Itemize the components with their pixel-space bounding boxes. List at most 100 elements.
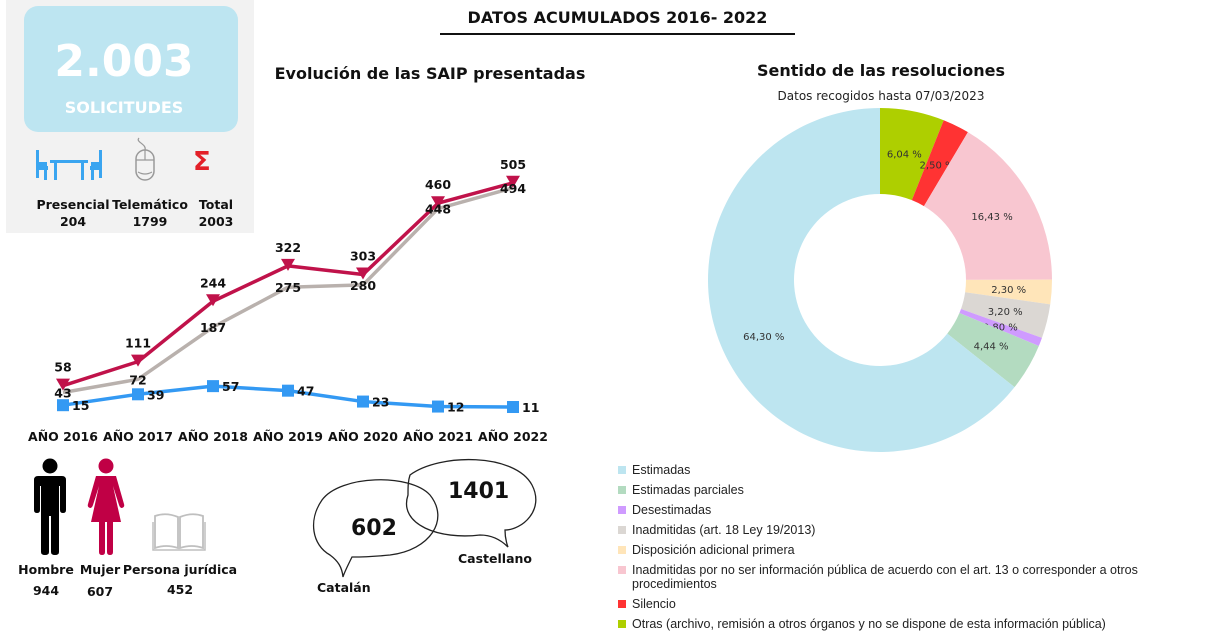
person-value: 452 <box>166 582 194 597</box>
x-tick-label: AÑO 2017 <box>103 429 173 444</box>
legend-label: Estimadas <box>632 463 691 477</box>
castellano-value: 1401 <box>448 479 510 504</box>
legend-swatch <box>618 506 626 514</box>
data-point <box>132 388 144 401</box>
donut-slice <box>880 108 944 201</box>
data-point <box>431 196 445 209</box>
man-icon <box>34 458 66 555</box>
legend-swatch <box>618 620 626 628</box>
legend-swatch <box>618 466 626 474</box>
channel-label: Telemático <box>112 197 188 212</box>
speech-bubble-icon <box>312 479 439 578</box>
data-label: 47 <box>297 384 314 399</box>
language-bubbles <box>312 458 537 578</box>
data-label: 280 <box>350 278 376 293</box>
catalan-label: Catalán <box>317 580 371 595</box>
data-point <box>506 175 520 188</box>
data-label: 11 <box>522 400 539 415</box>
channel-presencial: Presencial 204 <box>33 196 113 230</box>
pie-chart-subtitle: Datos recogidos hasta 07/03/2023 <box>777 89 985 103</box>
data-label: 244 <box>200 275 226 290</box>
line-chart: 58 111 244 322 303 460 505 43 72 187 275 280 448 494 1… <box>28 157 548 444</box>
person-value: 607 <box>86 584 114 599</box>
data-point <box>56 378 70 391</box>
person-label: Persona jurídica <box>122 562 238 577</box>
legend-item: Inadmitidas por no ser información públi… <box>618 563 1198 591</box>
data-point <box>281 258 295 271</box>
pie-chart-title: Sentido de las resoluciones <box>756 61 1006 80</box>
slice-label: 0,80 % <box>983 322 1018 333</box>
data-label: 58 <box>54 360 71 375</box>
x-tick-label: AÑO 2019 <box>253 429 323 444</box>
donut-slice <box>708 108 1015 452</box>
legend-label: Silencio <box>632 597 676 611</box>
legend-label: Disposición adicional primera <box>632 543 795 557</box>
x-tick-label: AÑO 2016 <box>28 429 98 444</box>
slice-label: 4,44 % <box>974 342 1009 353</box>
woman-icon <box>87 458 125 555</box>
total-requests-value: 2.003 <box>54 36 194 87</box>
total-requests-label: SOLICITUDES <box>64 98 184 117</box>
channel-value: 1799 <box>132 214 168 229</box>
mouse-icon <box>135 137 155 181</box>
data-label: 303 <box>350 248 376 263</box>
legend-item: Estimadas parciales <box>618 483 1198 497</box>
legend-label: Estimadas parciales <box>632 483 744 497</box>
data-label: 448 <box>425 202 451 217</box>
donut-slice <box>959 308 1042 346</box>
legend-label: Inadmitidas (art. 18 Ley 19/2013) <box>632 523 816 537</box>
donut-slice <box>965 279 1052 305</box>
series-line-telemático <box>62 186 514 395</box>
x-tick-label: AÑO 2020 <box>328 429 398 444</box>
slice-label: 3,20 % <box>988 307 1023 318</box>
speech-bubble-icon <box>405 458 537 548</box>
channel-value: 2003 <box>198 214 234 229</box>
castellano-label: Castellano <box>458 551 532 566</box>
catalan-value: 602 <box>351 516 397 541</box>
legend-swatch <box>618 486 626 494</box>
donut-slice <box>911 120 968 207</box>
person-mujer: Mujer 607 <box>76 561 124 600</box>
data-label: 57 <box>222 379 239 394</box>
data-point <box>356 267 370 280</box>
legend-swatch <box>618 526 626 534</box>
pie-legend: Estimadas Estimadas parciales Desestimadas… <box>618 463 1198 637</box>
channel-total: Total 2003 <box>176 196 256 230</box>
book-icon <box>152 513 206 551</box>
legend-swatch <box>618 600 626 608</box>
legend-label: Desestimadas <box>632 503 712 517</box>
legend-item: Disposición adicional primera <box>618 543 1198 557</box>
line-chart-title: Evolución de las SAIP presentadas <box>274 64 586 83</box>
person-juridica: Persona jurídica 452 <box>120 561 240 598</box>
data-point <box>357 395 369 408</box>
person-value: 944 <box>32 583 60 598</box>
page-title: DATOS ACUMULADOS 2016- 2022 <box>467 8 768 27</box>
data-point <box>131 354 145 367</box>
x-tick-label: AÑO 2021 <box>403 429 473 444</box>
data-point <box>206 294 220 307</box>
data-label: 322 <box>275 240 301 255</box>
data-label: 505 <box>500 157 526 172</box>
legend-item: Silencio <box>618 597 1198 611</box>
data-label: 111 <box>125 336 151 351</box>
slice-label: 16,43 % <box>971 212 1012 223</box>
data-point <box>507 401 519 414</box>
data-point <box>282 384 294 397</box>
slice-label: 64,30 % <box>743 332 784 343</box>
x-tick-label: AÑO 2018 <box>178 429 248 444</box>
legend-label: Inadmitidas por no ser información públi… <box>632 563 1138 591</box>
data-point <box>57 399 69 412</box>
legend-swatch <box>618 566 626 574</box>
title-underline <box>440 33 795 35</box>
data-point <box>207 380 219 393</box>
legend-label: Otras (archivo, remisión a otros órganos… <box>632 617 1106 631</box>
slice-label: 2,30 % <box>991 285 1026 296</box>
data-label: 72 <box>129 372 146 387</box>
data-label: 12 <box>447 400 464 415</box>
slice-label: 6,04 % <box>887 149 922 160</box>
sigma-icon: Σ <box>193 147 211 177</box>
donut-chart: 6,04 %2,50 % 16,43 % 2,30 % 3,20 % 0,80 % 4,4… <box>708 108 1052 452</box>
total-requests-card: 2.003 SOLICITUDES <box>24 6 238 132</box>
channel-telematico: Telemático 1799 <box>110 196 190 230</box>
legend-item: Inadmitidas (art. 18 Ley 19/2013) <box>618 523 1198 537</box>
